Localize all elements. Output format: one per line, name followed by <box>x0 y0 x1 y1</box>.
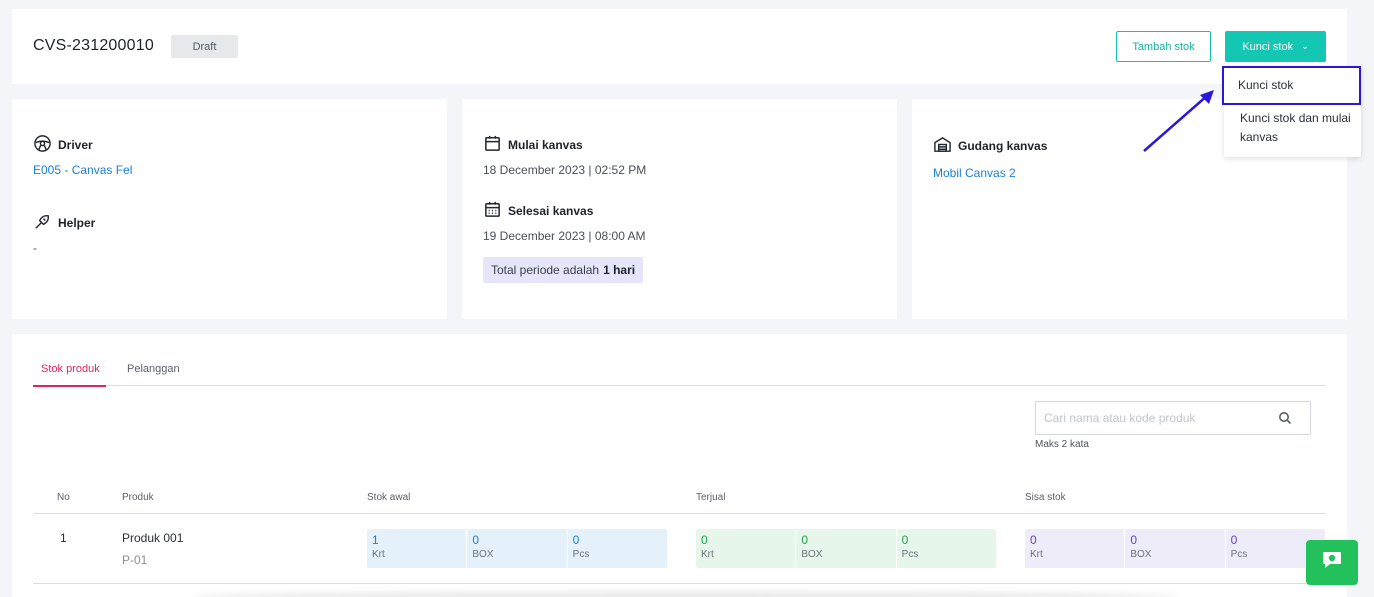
status-badge: Draft <box>171 35 238 58</box>
annotation-arrow-icon <box>1143 90 1214 152</box>
initial-box-unit: BOX <box>472 549 494 560</box>
period-total-note: Total periode adalah 1 hari <box>483 257 644 283</box>
initial-box: 0 BOX <box>466 529 566 568</box>
search-icon[interactable] <box>1278 411 1292 425</box>
helper-value: - <box>33 241 37 255</box>
driver-heading: Driver <box>33 134 93 156</box>
initial-krt-value: 1 <box>372 533 379 547</box>
add-stock-button[interactable]: Tambah stok <box>1116 31 1211 62</box>
dropdown-item-lock-and-start[interactable]: Kunci stok dan mulai kanvas <box>1240 111 1351 144</box>
row-number: 1 <box>60 531 67 545</box>
start-value: 18 December 2023 | 02:52 PM <box>483 163 647 177</box>
sold-krt-unit: Krt <box>701 549 714 560</box>
column-header-product: Produk <box>122 492 154 503</box>
product-code: P-01 <box>122 553 148 567</box>
product-search <box>1035 401 1311 435</box>
remaining-stock-group: 0 Krt 0 BOX 0 Pcs <box>1025 529 1325 568</box>
search-hint: Maks 2 kata <box>1035 439 1089 450</box>
driver-label: Driver <box>58 138 93 152</box>
tab-bar: Stok produk Pelanggan <box>33 354 1326 387</box>
start-label: Mulai kanvas <box>508 138 583 152</box>
remaining-krt-value: 0 <box>1030 533 1037 547</box>
start-heading: Mulai kanvas <box>483 134 583 156</box>
stock-panel: Stok produk Pelanggan Maks 2 kata No Pro… <box>12 334 1347 597</box>
lock-stock-label: Kunci stok <box>1242 40 1294 53</box>
search-input[interactable] <box>1044 411 1274 425</box>
period-note-duration: 1 hari <box>603 263 636 277</box>
initial-box-value: 0 <box>472 533 480 547</box>
warehouse-label: Gudang kanvas <box>958 139 1048 153</box>
dropdown-item-lock-stock[interactable]: Kunci stok <box>1222 66 1361 105</box>
sold-box-unit: BOX <box>801 549 823 560</box>
calendar-icon <box>483 134 502 156</box>
helper-heading: Helper <box>33 212 95 234</box>
lock-stock-button[interactable]: Kunci stok ⌄ <box>1225 31 1326 62</box>
remaining-pcs-value: 0 <box>1230 533 1238 547</box>
tab-stock-products[interactable]: Stok produk <box>41 363 100 375</box>
tab-customers[interactable]: Pelanggan <box>127 363 180 375</box>
driver-icon <box>33 134 52 156</box>
chat-icon <box>1321 550 1343 575</box>
remaining-krt-unit: Krt <box>1030 549 1043 560</box>
remaining-box: 0 BOX <box>1124 529 1224 568</box>
remaining-pcs-unit: Pcs <box>1230 549 1248 560</box>
initial-pcs-unit: Pcs <box>572 549 590 560</box>
warehouse-link[interactable]: Mobil Canvas 2 <box>933 166 1016 180</box>
lock-stock-dropdown: Kunci stok Kunci stok dan mulai kanvas <box>1222 66 1361 157</box>
sold-pcs-value: 0 <box>901 533 909 547</box>
sold-pcs-unit: Pcs <box>901 549 919 560</box>
remaining-pcs: 0 Pcs <box>1224 529 1325 568</box>
page-header: CVS-231200010 Draft Tambah stok Kunci st… <box>12 9 1347 84</box>
remaining-box-value: 0 <box>1130 533 1138 547</box>
sold-stock-group: 0 Krt 0 BOX 0 Pcs <box>696 529 996 568</box>
remaining-krt: 0 Krt <box>1025 529 1124 568</box>
row-divider <box>33 583 1326 584</box>
initial-stock-group: 1 Krt 0 BOX 0 Pcs <box>367 529 667 568</box>
remaining-box-unit: BOX <box>1130 549 1152 560</box>
chat-button[interactable] <box>1306 540 1358 585</box>
end-heading: Selesai kanvas <box>483 200 593 222</box>
sold-krt: 0 Krt <box>696 529 795 568</box>
product-name: Produk 001 <box>122 531 184 545</box>
warehouse-icon <box>933 135 952 157</box>
warehouse-heading: Gudang kanvas <box>933 135 1047 157</box>
helper-label: Helper <box>58 216 96 230</box>
bottom-shadow <box>190 591 1180 597</box>
calendar-grid-icon <box>483 200 502 222</box>
driver-link[interactable]: E005 - Canvas Fel <box>33 163 133 177</box>
end-value: 19 December 2023 | 08:00 AM <box>483 229 646 243</box>
active-tab-indicator <box>33 385 106 387</box>
sold-pcs: 0 Pcs <box>895 529 996 568</box>
sold-box: 0 BOX <box>795 529 895 568</box>
chevron-down-icon: ⌄ <box>1301 41 1309 51</box>
sold-krt-value: 0 <box>701 533 708 547</box>
helper-icon <box>33 212 52 234</box>
end-label: Selesai kanvas <box>508 204 594 218</box>
initial-pcs: 0 Pcs <box>566 529 667 568</box>
column-header-initial-stock: Stok awal <box>367 492 411 503</box>
header-divider <box>33 513 1326 514</box>
period-card: Mulai kanvas 18 December 2023 | 02:52 PM… <box>462 99 897 319</box>
column-header-no: No <box>57 492 70 503</box>
initial-krt: 1 Krt <box>367 529 466 568</box>
sold-box-value: 0 <box>801 533 809 547</box>
page-title: CVS-231200010 <box>33 37 154 54</box>
initial-pcs-value: 0 <box>572 533 580 547</box>
column-header-sold: Terjual <box>696 492 726 503</box>
initial-krt-unit: Krt <box>372 549 385 560</box>
period-note-text: Total periode adalah <box>491 263 600 277</box>
column-header-remaining: Sisa stok <box>1025 492 1066 503</box>
driver-card: Driver E005 - Canvas Fel Helper - <box>12 99 447 319</box>
